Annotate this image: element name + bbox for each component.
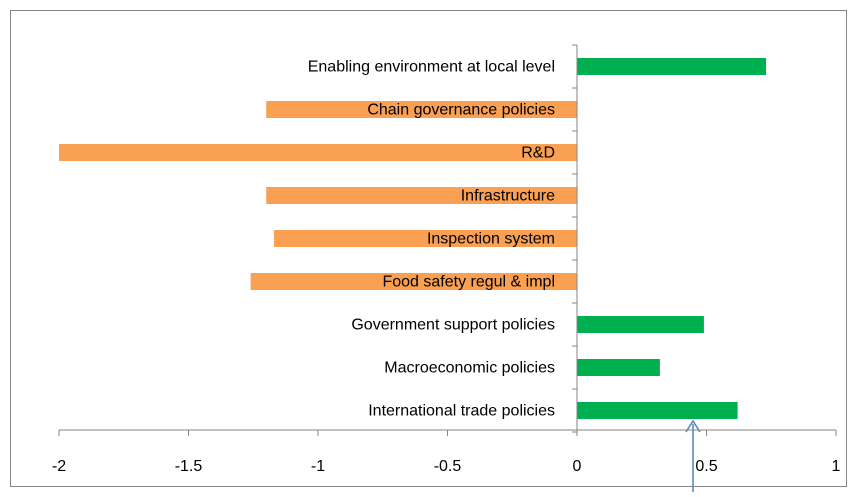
bar: [266, 101, 577, 118]
y-tick-label: Macroeconomic policies: [384, 360, 555, 377]
y-tick-label: International trade policies: [368, 403, 555, 420]
bar: [250, 273, 577, 290]
y-tick-label: Enabling environment at local level: [308, 59, 555, 76]
y-tick-label: Inspection system: [427, 231, 555, 248]
bar: [577, 359, 660, 376]
bar: [577, 58, 767, 75]
bar: [273, 230, 577, 247]
x-tick-label: 0: [573, 458, 582, 475]
y-tick-label: R&D: [521, 145, 555, 162]
arrow-head: [685, 419, 701, 433]
y-tick-label: Food safety regul & impl: [382, 274, 555, 291]
y-tick-label: Government support policies: [351, 317, 555, 334]
x-tick-label: 1: [832, 458, 841, 475]
y-tick-label: Infrastructure: [461, 188, 555, 205]
x-tick-label: 0.5: [695, 458, 717, 475]
y-tick-label: Chain governance policies: [367, 102, 555, 119]
annotation-arrow: [685, 419, 701, 492]
x-tick-label: -0.5: [434, 458, 462, 475]
x-tick-label: -2: [52, 458, 66, 475]
bar: [266, 187, 577, 204]
bar: [577, 402, 738, 419]
bar: [577, 316, 704, 333]
bar: [59, 144, 577, 161]
x-tick-label: -1.5: [175, 458, 203, 475]
x-tick-label: -1: [311, 458, 325, 475]
